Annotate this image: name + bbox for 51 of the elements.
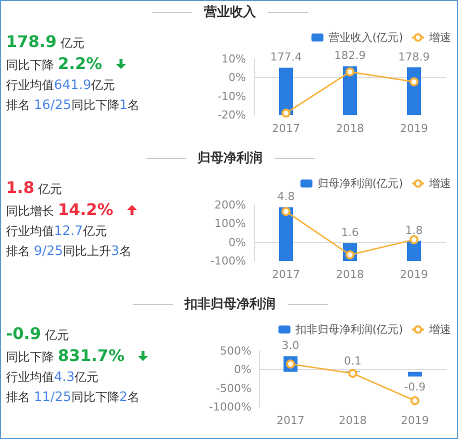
data-label: 177.4: [270, 50, 302, 64]
text: 同比下降 831.7%: [6, 346, 124, 364]
y-tick-label: 500%: [220, 344, 252, 358]
x-tick-label: 2017: [272, 122, 300, 135]
text: 排名 9/25同比上升3名: [6, 244, 132, 258]
y-tick-label: 0%: [234, 363, 252, 376]
legend-label: 增速: [428, 31, 451, 44]
text: 行业均值12.7亿元: [6, 224, 107, 238]
legend-label: 营业收入(亿元): [328, 31, 404, 44]
x-tick-label: 2018: [336, 122, 364, 135]
x-tick-label: 2017: [272, 268, 300, 281]
data-label: 1.8: [405, 224, 423, 237]
data-label: -0.9: [404, 380, 426, 394]
y-tick-label: -10%: [218, 90, 246, 103]
x-tick-label: 2017: [276, 414, 305, 427]
y-tick-label: -1000%: [208, 400, 252, 414]
y-tick-label: 100%: [214, 217, 246, 230]
text: 行业均值641.9亿元: [6, 78, 116, 92]
text: 178.9 亿元: [6, 32, 84, 50]
y-tick-label: 200%: [214, 198, 246, 212]
text: 排名 16/25同比下降1名: [6, 98, 140, 112]
data-label: 0.1: [344, 354, 362, 368]
text: 扣非归母净利润: [184, 296, 276, 313]
y-tick-label: 0%: [228, 236, 246, 249]
y-tick-label: -500%: [216, 382, 252, 395]
y-tick-label: 0%: [228, 71, 246, 84]
data-label: 1.6: [341, 226, 359, 240]
data-label: 182.9: [334, 49, 366, 62]
x-tick-label: 2018: [338, 414, 367, 427]
data-label: 4.8: [277, 190, 295, 204]
data-label: 178.9: [398, 50, 430, 64]
data-label: 3.0: [282, 339, 300, 352]
x-tick-label: 2018: [336, 268, 364, 281]
legend-label: 归母净利润(亿元): [317, 177, 404, 190]
legend-label: 增速: [428, 177, 451, 190]
y-tick-label: -20%: [218, 108, 246, 122]
x-tick-label: 2019: [400, 268, 428, 281]
text: 同比增长 14.2%: [6, 200, 114, 218]
text: 同比下降 2.2%: [6, 54, 102, 72]
x-tick-label: 2019: [400, 414, 429, 427]
y-tick-label: 10%: [222, 52, 246, 66]
text: 1.8 亿元: [6, 178, 62, 196]
legend-label: 扣非归母净利润(亿元): [294, 323, 404, 336]
y-tick-label: -100%: [210, 254, 246, 268]
text: 营业收入: [204, 4, 256, 21]
text: 归母净利润: [198, 150, 262, 167]
text: -0.9 亿元: [6, 324, 69, 342]
text: 行业均值4.3亿元: [6, 370, 99, 384]
legend-label: 增速: [428, 323, 451, 336]
text: 排名 11/25同比下降2名: [6, 390, 140, 404]
x-tick-label: 2019: [400, 122, 428, 135]
